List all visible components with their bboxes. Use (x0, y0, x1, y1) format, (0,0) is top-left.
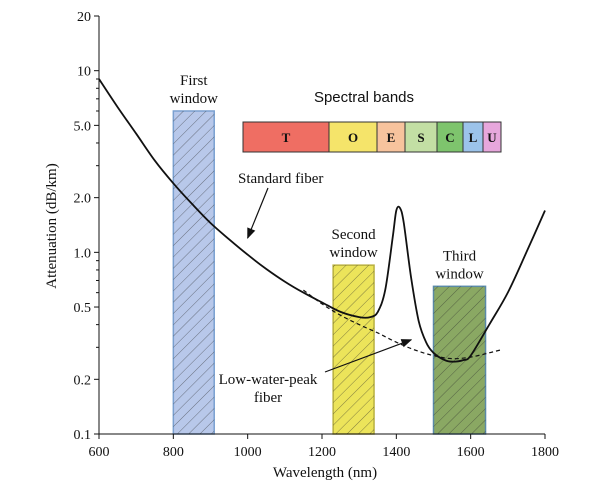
band-c-cell (436, 121, 464, 153)
window-3-title-line-2: window (435, 266, 484, 282)
band-t-cell (242, 121, 330, 153)
annotation-low-water-peak-arrow (324, 339, 413, 373)
series-standard-fiber-line (98, 78, 546, 363)
x-tick-label-600: 600 (89, 445, 110, 460)
band-s-cell (404, 121, 438, 153)
window-1-title-line-1: First (180, 73, 208, 89)
band-u-label: U (487, 130, 497, 145)
band-s-label: S (417, 130, 424, 145)
band-e-cell (376, 121, 406, 153)
y-tick-label-0-1: 0.1 (74, 428, 92, 443)
x-tick-label-1000: 1000 (234, 445, 262, 460)
y-tick-label-0-2: 0.2 (74, 373, 92, 388)
x-tick-label-1600: 1600 (457, 445, 485, 460)
window-1-title-line-2: window (170, 91, 219, 107)
x-tick-label-800: 800 (163, 445, 184, 460)
x-tick-label-1800: 1800 (531, 445, 559, 460)
x-tick-label-1200: 1200 (308, 445, 336, 460)
spectral-bands-title: Spectral bands (314, 89, 414, 106)
attenuation-curves (98, 78, 546, 363)
x-ticks: 600 800 1000 1200 1400 1600 1800 (89, 434, 559, 460)
window-2-hatch (333, 265, 375, 434)
y-tick-label-0-5: 0.5 (74, 301, 92, 316)
band-o-label: O (348, 130, 358, 145)
window-3-title-line-1: Third (443, 248, 477, 264)
y-ticks: 0.1 0.2 0.5 1.0 2.0 5.0 10 20 (74, 10, 99, 443)
window-2-title-line-1: Second (332, 227, 377, 243)
band-l-label: L (469, 130, 478, 145)
series-low-water-peak-fiber-line (303, 289, 501, 360)
y-axis-title: Attenuation (dB/km) (44, 163, 60, 288)
annotation-low-water-peak-line-2: fiber (254, 390, 282, 406)
y-tick-label-5-0: 5.0 (74, 119, 92, 134)
x-axis-title: Wavelength (nm) (273, 465, 377, 481)
x-tick-label-1400: 1400 (382, 445, 410, 460)
band-t-label: T (282, 130, 291, 145)
y-tick-label-20: 20 (77, 10, 91, 25)
band-c-label: C (445, 130, 454, 145)
y-tick-label-1-0: 1.0 (74, 246, 92, 261)
window-2-title-line-2: window (329, 245, 378, 261)
annotation-standard-fiber-arrow (247, 187, 269, 239)
band-o-cell (328, 121, 378, 153)
band-e-label: E (387, 130, 396, 145)
y-tick-label-10: 10 (77, 65, 91, 80)
band-u-cell (482, 121, 502, 153)
annotations: Standard fiber Low-water-peak fiber (219, 171, 413, 406)
annotation-low-water-peak-line-1: Low-water-peak (219, 372, 318, 388)
annotation-standard-fiber-line-1: Standard fiber (238, 171, 323, 187)
window-1-hatch (173, 110, 215, 435)
axes: 0.1 0.2 0.5 1.0 2.0 5.0 10 20 600 800 1000 1200 140… (44, 10, 559, 481)
y-tick-label-2-0: 2.0 (74, 192, 92, 207)
